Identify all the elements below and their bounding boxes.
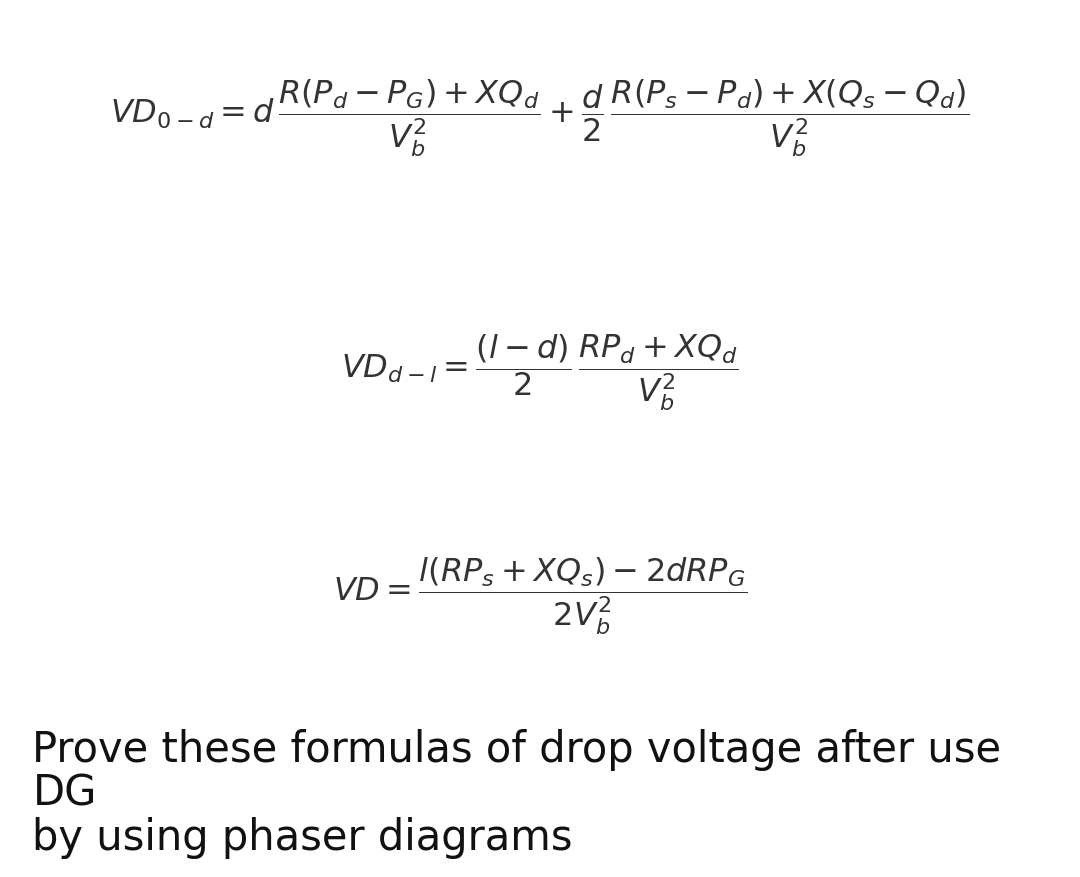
Text: $VD_{0-d} = d\,\dfrac{R(P_d - P_G) + XQ_d}{V_b^2} + \dfrac{d}{2}\,\dfrac{R(P_s -: $VD_{0-d} = d\,\dfrac{R(P_d - P_G) + XQ_… <box>110 78 970 159</box>
Text: DG: DG <box>32 773 97 815</box>
Text: by using phaser diagrams: by using phaser diagrams <box>32 816 572 859</box>
Text: Prove these formulas of drop voltage after use: Prove these formulas of drop voltage aft… <box>32 729 1001 771</box>
Text: $VD_{d-l} = \dfrac{(l - d)}{2}\,\dfrac{RP_d + XQ_d}{V_b^2}$: $VD_{d-l} = \dfrac{(l - d)}{2}\,\dfrac{R… <box>341 332 739 413</box>
Text: $VD = \dfrac{l(RP_s + XQ_s) - 2dRP_G}{2V_b^2}$: $VD = \dfrac{l(RP_s + XQ_s) - 2dRP_G}{2V… <box>333 556 747 637</box>
